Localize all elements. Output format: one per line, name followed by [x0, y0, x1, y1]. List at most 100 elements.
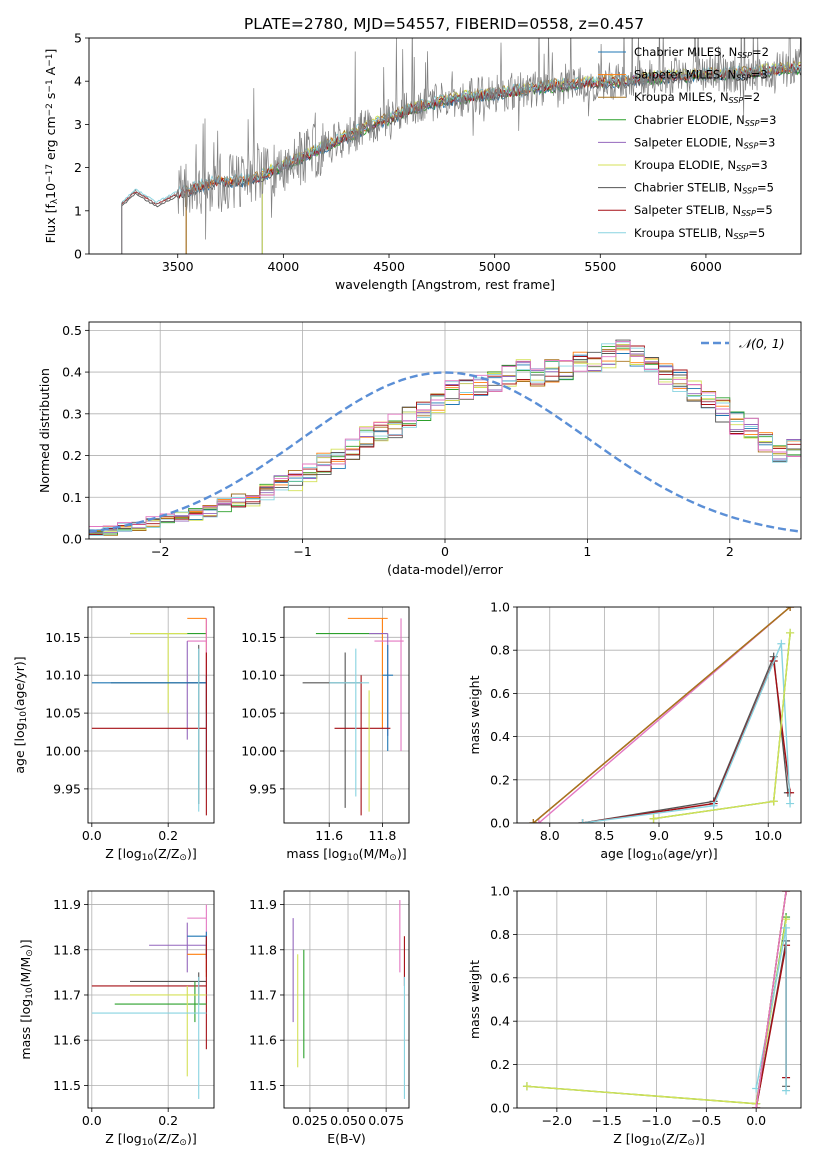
x-axis-label-part: (Z/Z — [661, 1131, 687, 1146]
x-axis-label-part: 10 — [650, 1138, 662, 1148]
axes-spectrum: 3500 4000 4500 5000 5500 6000 0 1 2 3 4 5 wavelength… — [43, 31, 802, 292]
figure-title: PLATE=2780, MJD=54557, FIBERID=0558, z=0… — [244, 15, 644, 33]
y-tick-label: 9.95 — [249, 781, 277, 796]
y-axis-label: Flux [fλ10−17 erg cm−2 s−1 A−1] — [43, 49, 60, 244]
y-axis-label-part: −17 — [45, 164, 55, 183]
x-axis-label: mass [log10(M/M⊙)] — [286, 846, 406, 863]
x-tick-label: 5000 — [479, 259, 511, 274]
y-tick-label: 9.95 — [53, 781, 81, 796]
histogram-step — [89, 339, 801, 535]
y-tick-label: 10.15 — [241, 630, 277, 645]
axes-frame — [88, 37, 802, 255]
y-tick-label: 0.2 — [490, 1057, 510, 1072]
x-tick-label: 1 — [583, 544, 591, 559]
x-axis-label-part: ⊙ — [687, 1138, 695, 1148]
weight-line — [582, 656, 789, 823]
x-tick-label: 11.8 — [368, 828, 396, 843]
y-tick-label: 10.05 — [241, 706, 277, 721]
y-axis-label: Normed distribution — [37, 368, 52, 493]
legend-subscript: SSP — [737, 51, 752, 60]
errorbar-point — [382, 644, 394, 751]
x-tick-label: 0.050 — [330, 1113, 366, 1128]
y-tick-label: 0.4 — [490, 729, 510, 744]
errorbar-point — [149, 922, 207, 973]
y-tick-label: 1.0 — [490, 600, 510, 615]
weight-marker — [777, 639, 786, 648]
y-axis-label-part: A — [43, 66, 58, 79]
histogram-step — [89, 343, 801, 534]
plot-area — [517, 607, 801, 823]
y-tick-label: 0.0 — [62, 532, 82, 547]
observed-spectrum-line — [121, 38, 801, 254]
errorbar-point — [186, 641, 207, 740]
legend-label: Salpeter ELODIE, NSSP=3 — [634, 135, 775, 150]
axes-frame — [283, 890, 410, 1109]
grid — [88, 891, 214, 1108]
legend-label: Chabrier STELIB, NSSP=5 — [634, 181, 774, 196]
weight-line — [532, 607, 791, 823]
legend-subscript: SSP — [736, 164, 751, 173]
errorbar-point — [130, 985, 207, 1077]
y-tick-label: 11.7 — [249, 987, 277, 1002]
x-axis-label-part: )] — [187, 1131, 197, 1146]
x-axis-label-part: )] — [187, 846, 197, 861]
plot-area — [284, 891, 409, 1108]
y-axis-label-part: )] — [18, 939, 33, 949]
y-tick-label: 2 — [74, 160, 82, 175]
y-tick-label: 11.7 — [53, 987, 81, 1002]
x-axis-label: age [log10(age/yr)] — [600, 846, 717, 863]
errorbar-point — [187, 904, 207, 973]
y-tick-label: 0 — [74, 247, 82, 262]
x-tick-label: 8.0 — [540, 828, 560, 843]
weight-marker — [782, 915, 791, 924]
x-axis-label-part: 10 — [142, 853, 154, 863]
y-tick-label: 11.5 — [53, 1078, 81, 1093]
legend-subscript: SSP — [745, 119, 760, 128]
axes-residuals: −2 −1 0 1 2 0.0 0.1 0.2 0.3 0.4 0.5 (data-model)/er… — [37, 321, 802, 577]
plot-area — [88, 891, 214, 1108]
weight-marker — [782, 891, 791, 895]
y-tick-label: 10.00 — [241, 744, 277, 759]
axes-weight-vs-Z: −2.0 −1.5 −1.0 −0.5 0.0 0.0 0.2 0.4 0.6 0.8 1.0 Z [… — [467, 884, 802, 1148]
axes-age-vs-mass: 11.6 11.8 9.95 10.00 10.05 10.10 10.15 mass [lo… — [241, 606, 410, 863]
x-tick-label: 6000 — [690, 259, 722, 274]
y-tick-label: 11.8 — [53, 942, 81, 957]
legend-suffix: =5 — [756, 203, 773, 217]
legend-label: Salpeter STELIB, NSSP=5 — [634, 203, 773, 218]
y-axis-label-part: −1 — [45, 79, 55, 92]
legend-subscript: SSP — [742, 187, 757, 196]
y-tick-label: 11.9 — [249, 897, 277, 912]
y-axis-label-part: ] — [43, 49, 58, 54]
x-tick-label: 4000 — [267, 259, 299, 274]
legend-suffix: =5 — [757, 181, 774, 195]
x-tick-label: 10.0 — [754, 828, 782, 843]
x-axis-label-part: )] — [695, 1131, 705, 1146]
x-axis-label-part: (Z/Z — [153, 1131, 179, 1146]
histogram-step — [89, 346, 801, 535]
legend-label: Kroupa STELIB, NSSP=5 — [634, 226, 765, 241]
x-tick-label: 0.2 — [158, 828, 178, 843]
y-axis-label: mass [log10(M/M⊙)] — [18, 939, 35, 1059]
y-tick-label: 0.6 — [490, 970, 510, 985]
histogram-step — [89, 340, 801, 527]
weight-line — [582, 643, 791, 823]
axes-frame — [516, 606, 802, 824]
y-tick-label: 10.10 — [241, 668, 277, 683]
x-axis-label-part: mass [log — [286, 846, 347, 861]
legend-suffix: =3 — [751, 158, 768, 172]
x-tick-label: 0 — [441, 544, 449, 559]
plot-area — [517, 891, 801, 1108]
errorbar-point — [187, 940, 207, 977]
y-axis-label: mass weight — [467, 960, 482, 1039]
plot-area — [89, 322, 801, 539]
residual-legend: 𝒩(0, 1) — [701, 336, 785, 351]
errorbar-point — [369, 632, 389, 736]
grid — [517, 607, 801, 823]
x-axis-label: Z [log10(Z/Z⊙)] — [613, 1131, 704, 1148]
weight-line — [653, 632, 791, 820]
grid — [89, 322, 801, 539]
errorbar-point — [110, 644, 207, 805]
grid — [517, 891, 801, 1108]
y-axis-label-part: λ — [50, 198, 60, 204]
